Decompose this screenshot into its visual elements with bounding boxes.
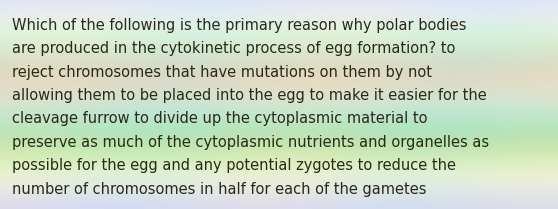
Text: preserve as much of the cytoplasmic nutrients and organelles as: preserve as much of the cytoplasmic nutr… [12,135,489,150]
Text: reject chromosomes that have mutations on them by not: reject chromosomes that have mutations o… [12,65,432,80]
Text: possible for the egg and any potential zygotes to reduce the: possible for the egg and any potential z… [12,158,456,173]
Text: allowing them to be placed into the egg to make it easier for the: allowing them to be placed into the egg … [12,88,487,103]
Text: are produced in the cytokinetic process of egg formation? to: are produced in the cytokinetic process … [12,41,456,56]
Text: number of chromosomes in half for each of the gametes: number of chromosomes in half for each o… [12,182,427,197]
Text: Which of the following is the primary reason why polar bodies: Which of the following is the primary re… [12,18,467,33]
Text: cleavage furrow to divide up the cytoplasmic material to: cleavage furrow to divide up the cytopla… [12,111,428,126]
